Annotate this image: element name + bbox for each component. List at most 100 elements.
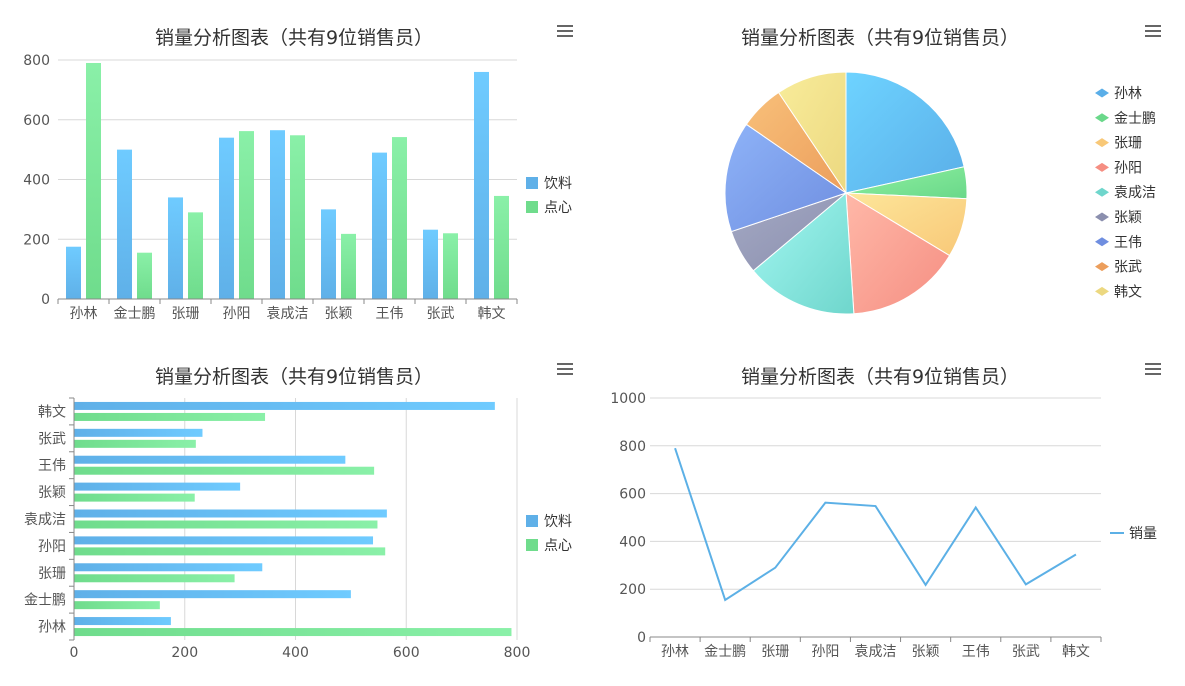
bar[interactable] [137,252,152,299]
bar[interactable] [74,590,351,599]
y-tick-label: 韩文 [38,404,66,420]
bar[interactable] [392,137,407,299]
x-tick-label: 袁成洁 [855,644,897,660]
legend-swatch[interactable] [526,539,538,551]
bar[interactable] [372,152,387,299]
pie-slice[interactable] [777,71,847,195]
y-tick-label: 金士鹏 [24,593,66,609]
y-tick-label: 袁成洁 [24,512,66,528]
bar[interactable] [74,574,235,583]
bar[interactable] [74,439,196,448]
chart-title: 销量分析图表（共有9位销售员） [741,366,1019,388]
legend-label[interactable]: 点心 [544,200,572,216]
bar[interactable] [270,130,285,299]
x-tick-label: 王伟 [962,644,990,660]
legend-swatch[interactable] [1095,187,1109,197]
legend-label[interactable]: 张武 [1114,260,1142,276]
legend-swatch[interactable] [1095,262,1109,272]
bar[interactable] [474,71,489,299]
bar[interactable] [74,401,495,410]
legend-label[interactable]: 孙林 [1114,86,1142,102]
x-tick-label: 600 [393,645,420,661]
bar[interactable] [168,197,183,299]
series-line[interactable] [674,447,1077,602]
x-tick-label: 孙林 [70,306,98,322]
menu-icon[interactable] [1145,25,1161,37]
y-tick-label: 400 [619,534,646,550]
bar[interactable] [74,536,374,545]
x-tick-label: 金士鹏 [704,644,746,660]
legend-label[interactable]: 孙阳 [1114,160,1142,176]
bar[interactable] [321,209,336,299]
legend-label[interactable]: 销量 [1129,526,1157,542]
y-tick-label: 0 [41,292,50,308]
legend-swatch[interactable] [1095,113,1109,123]
legend-label[interactable]: 点心 [544,538,572,554]
legend-swatch[interactable] [1095,286,1109,296]
x-tick-label: 400 [282,645,309,661]
legend-swatch[interactable] [526,177,538,189]
chart-vertical-bar: 销量分析图表（共有9位销售员） 0 200 400 600 800 孙林 金士鹏 张珊 孙阳 袁成… [23,25,573,322]
bar[interactable] [74,466,375,475]
bar[interactable] [188,212,203,299]
legend-swatch[interactable] [1095,138,1109,148]
bar[interactable] [74,482,241,491]
x-tick-label: 韩文 [1062,644,1090,660]
bar[interactable] [74,617,171,626]
legend-swatch[interactable] [526,201,538,213]
bar[interactable] [86,62,101,299]
y-tick-label: 800 [23,53,50,69]
bar[interactable] [74,493,195,502]
legend-swatch[interactable] [526,515,538,527]
bar[interactable] [74,628,512,637]
legend-swatch[interactable] [1095,212,1109,222]
bar[interactable] [66,246,81,299]
bar[interactable] [290,135,305,299]
bar[interactable] [239,131,254,299]
legend-label[interactable]: 饮料 [544,176,572,192]
x-tick-label: 0 [70,645,79,661]
bar[interactable] [219,137,234,299]
bar[interactable] [494,195,509,299]
bar[interactable] [74,547,386,556]
y-tick-label: 张珊 [38,566,66,582]
bar[interactable] [117,149,132,299]
legend-swatch[interactable] [1095,162,1109,172]
x-tick-label: 韩文 [478,306,506,322]
legend-label[interactable]: 饮料 [544,514,572,530]
x-tick-label: 张颖 [912,644,940,660]
legend-swatch[interactable] [1095,88,1109,98]
bar[interactable] [74,601,160,610]
legend-label[interactable]: 韩文 [1114,284,1142,300]
y-tick-label: 孙林 [38,620,66,636]
pie-slice[interactable] [845,71,965,194]
chart-title: 销量分析图表（共有9位销售员） [155,366,433,388]
pie-slice[interactable] [845,192,951,315]
bar[interactable] [74,520,378,529]
x-tick-label: 孙阳 [223,306,251,322]
menu-icon[interactable] [1145,363,1161,375]
bar[interactable] [74,563,263,572]
legend-swatch[interactable] [1095,237,1109,247]
y-tick-label: 王伟 [38,458,66,474]
bar[interactable] [74,428,203,437]
legend-label[interactable]: 张珊 [1114,136,1142,152]
x-tick-label: 张颖 [325,306,353,322]
pie-slice[interactable] [752,191,855,315]
bar[interactable] [74,455,346,464]
legend-label[interactable]: 王伟 [1114,235,1142,251]
legend-label[interactable]: 张颖 [1114,210,1142,226]
chart-title: 销量分析图表（共有9位销售员） [155,27,433,49]
bar[interactable] [423,229,438,299]
bar[interactable] [74,509,387,518]
legend-label[interactable]: 袁成洁 [1114,185,1156,201]
menu-icon[interactable] [557,25,573,37]
bar[interactable] [443,233,458,299]
chart-horizontal-bar: 销量分析图表（共有9位销售员） 0 200 400 600 800 孙林 金士鹏 张珊 孙阳 袁成… [24,363,573,661]
menu-icon[interactable] [557,363,573,375]
bar[interactable] [341,233,356,299]
legend-label[interactable]: 金士鹏 [1114,111,1156,127]
bar[interactable] [74,412,266,421]
pie-slice[interactable] [724,123,848,233]
